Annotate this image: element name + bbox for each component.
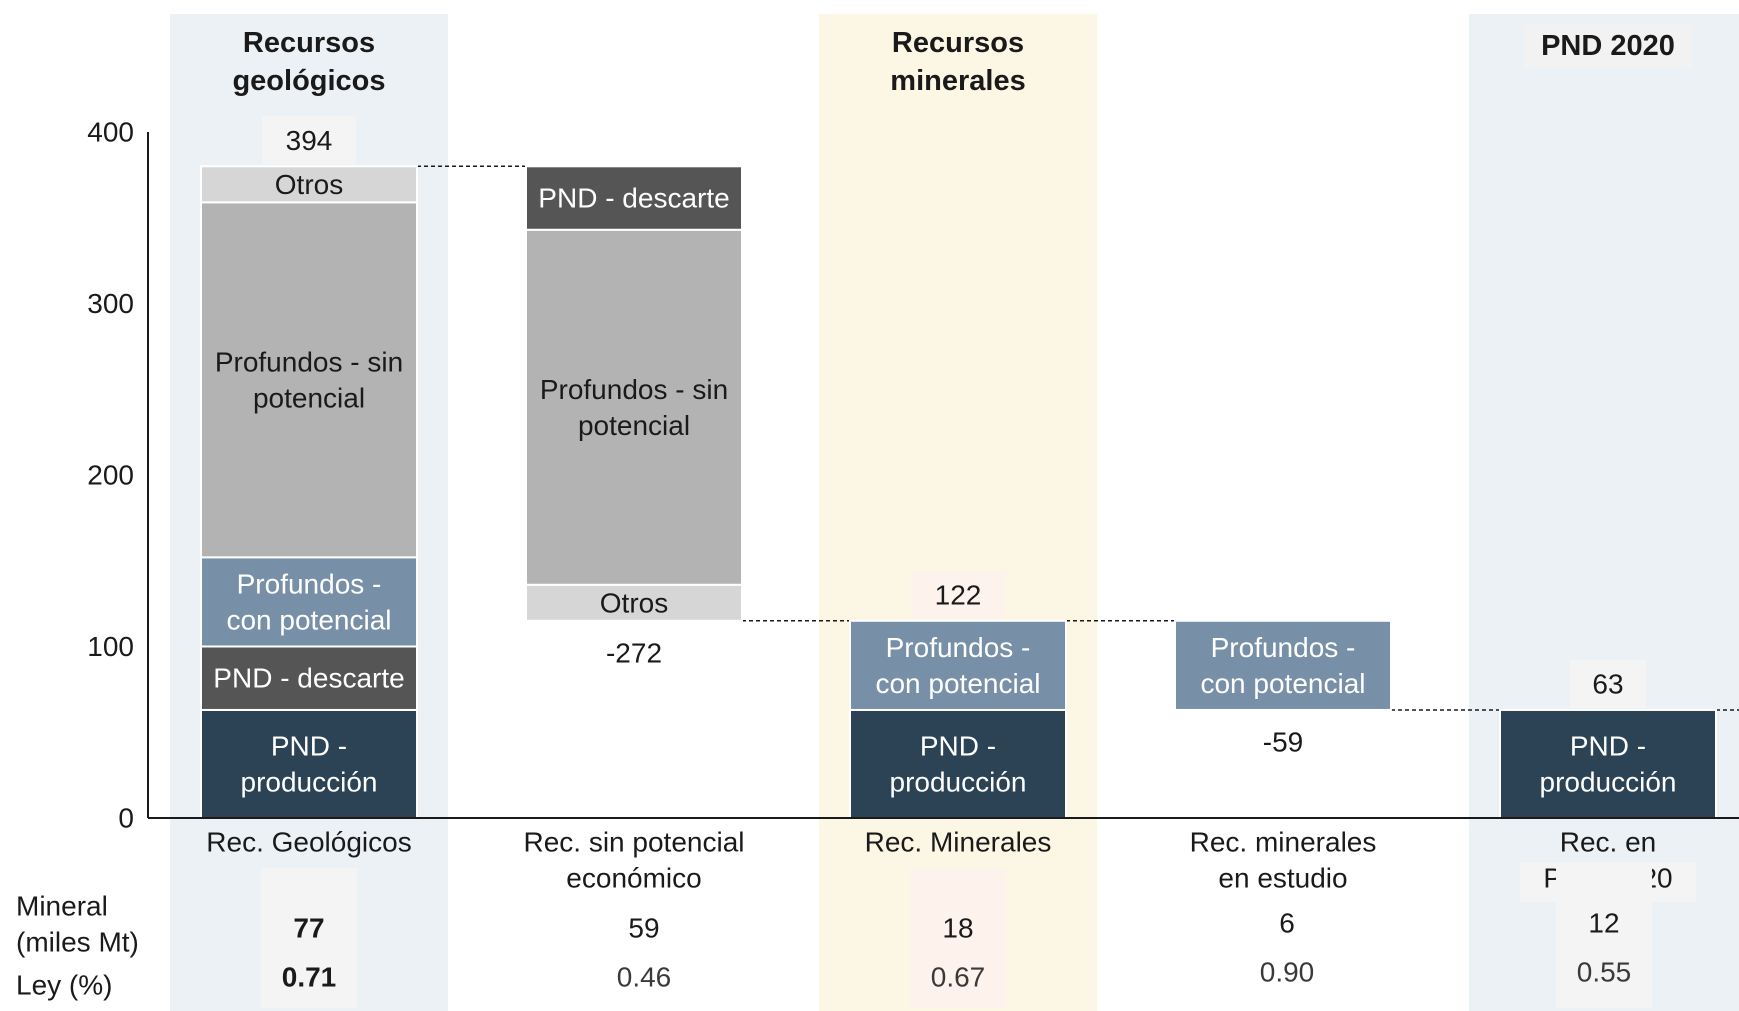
segment-label-pnd-produccion: producción xyxy=(241,766,378,797)
data-table: Mineral (miles Mt) Ley (%) 77 0.71 59 0.46 18 0.… xyxy=(16,868,1652,1008)
row-label-mineral: Mineral xyxy=(16,891,108,922)
bar-rec-en-pnd-2020: PND - producción 63 xyxy=(1499,659,1717,820)
mineral-value: 18 xyxy=(942,913,973,944)
segment-profundos-sin-potencial xyxy=(525,228,743,586)
segment-label-pnd-produccion: PND - xyxy=(1570,730,1646,761)
total-label-bg xyxy=(911,570,1005,619)
connector-lines xyxy=(417,165,1739,711)
ley-value: 0.55 xyxy=(1577,957,1632,988)
mineral-value: 6 xyxy=(1279,908,1295,939)
header-label-bg xyxy=(1524,24,1692,68)
delta-label: -59 xyxy=(1263,726,1303,757)
category-label-rec-minerales-en-estudio: Rec. minerales xyxy=(1190,827,1377,858)
category-label-rec-geologicos: Rec. Geológicos xyxy=(206,827,411,858)
bar-rec-minerales-en-estudio: Profundos - con potencial -59 xyxy=(1174,619,1392,757)
mineral-value: 77 xyxy=(293,913,324,944)
ley-value: 0.71 xyxy=(282,962,337,993)
segment-pnd-produccion xyxy=(849,708,1067,820)
segment-label-pnd-produccion: producción xyxy=(890,766,1027,797)
segment-label-profundos-sin-potencial: Profundos - sin xyxy=(215,346,403,377)
segment-label-profundos-sin-potencial: potencial xyxy=(253,382,365,413)
y-tick-label: 0 xyxy=(118,803,134,834)
ley-value: 0.90 xyxy=(1260,957,1315,988)
segment-label-profundos-con-potencial: Profundos - xyxy=(237,568,382,599)
y-axis: 0 100 200 300 400 xyxy=(87,117,149,834)
segment-pnd-descarte xyxy=(200,645,418,711)
segment-pnd-produccion xyxy=(200,708,418,820)
segment-label-pnd-produccion: PND - xyxy=(271,730,347,761)
total-label: 63 xyxy=(1592,668,1623,699)
segment-label-profundos-con-potencial: Profundos - xyxy=(886,632,1031,663)
segment-label-profundos-con-potencial: Profundos - xyxy=(1211,632,1356,663)
band-recursos-minerales xyxy=(819,14,1097,1011)
table-cell-bg xyxy=(261,868,357,1008)
header-recursos-geologicos: Recursos xyxy=(243,27,375,59)
category-labels: Rec. Geológicos Rec. sin potencial económi… xyxy=(206,827,1696,902)
bar-rec-minerales: PND - producción Profundos - con potencial 1… xyxy=(849,570,1067,820)
bars: PND - producción PND - descarte Profundos -… xyxy=(200,116,1717,820)
y-tick-label: 100 xyxy=(87,631,134,662)
header-pnd-2020: PND 2020 xyxy=(1541,30,1675,62)
category-label-rec-sin-potencial-economico: económico xyxy=(566,863,701,894)
row-label-mineral: (miles Mt) xyxy=(16,927,139,958)
bar-rec-geologicos: PND - producción PND - descarte Profundos -… xyxy=(200,116,418,820)
total-label-bg xyxy=(1570,659,1646,708)
segment-label-pnd-produccion: producción xyxy=(1540,766,1677,797)
table-cell-bg xyxy=(910,868,1006,1008)
mineral-value: 59 xyxy=(628,913,659,944)
segment-profundos-con-potencial xyxy=(1174,619,1392,711)
segment-label-otros: Otros xyxy=(600,587,668,618)
category-label-rec-minerales: Rec. Minerales xyxy=(865,827,1052,858)
segment-profundos-con-potencial xyxy=(200,556,418,648)
band-pnd-2020 xyxy=(1469,14,1739,1011)
column-headers: Recursos geológicos Recursos minerales PND 2… xyxy=(232,24,1692,97)
mineral-value: 12 xyxy=(1588,908,1619,939)
segment-pnd-descarte xyxy=(525,165,743,231)
segment-label-profundos-con-potencial: con potencial xyxy=(226,604,391,635)
header-recursos-minerales: minerales xyxy=(890,65,1025,97)
segment-profundos-sin-potencial xyxy=(200,201,418,559)
segment-label-profundos-sin-potencial: potencial xyxy=(578,410,690,441)
y-tick-label: 400 xyxy=(87,117,134,148)
segment-profundos-con-potencial xyxy=(849,619,1067,711)
delta-label: -272 xyxy=(606,637,662,668)
category-label-rec-en-pnd-2020: Rec. en xyxy=(1560,827,1657,858)
category-label-rec-sin-potencial-economico: Rec. sin potencial xyxy=(523,827,744,858)
y-tick-label: 200 xyxy=(87,460,134,491)
row-label-ley: Ley (%) xyxy=(16,970,112,1001)
segment-label-profundos-con-potencial: con potencial xyxy=(1200,668,1365,699)
segment-otros xyxy=(200,165,418,204)
total-label-bg xyxy=(262,116,356,165)
bar-rec-sin-potencial-economico: Otros Profundos - sin potencial PND - desca… xyxy=(525,165,743,668)
header-recursos-geologicos: geológicos xyxy=(232,65,385,97)
header-recursos-minerales: Recursos xyxy=(892,27,1024,59)
segment-label-pnd-descarte: PND - descarte xyxy=(213,663,404,694)
segment-label-profundos-con-potencial: con potencial xyxy=(875,668,1040,699)
segment-label-profundos-sin-potencial: Profundos - sin xyxy=(540,374,728,405)
category-label-rec-minerales-en-estudio: en estudio xyxy=(1218,863,1347,894)
segment-label-otros: Otros xyxy=(275,169,343,200)
table-cell-bg xyxy=(1556,868,1652,1008)
total-label: 394 xyxy=(286,125,333,156)
ley-value: 0.67 xyxy=(931,962,986,993)
segment-label-pnd-produccion: PND - xyxy=(920,730,996,761)
y-tick-label: 300 xyxy=(87,288,134,319)
total-label: 122 xyxy=(935,579,982,610)
segment-pnd-produccion xyxy=(1499,708,1717,820)
segment-label-pnd-descarte: PND - descarte xyxy=(538,183,729,214)
ley-value: 0.46 xyxy=(617,962,672,993)
